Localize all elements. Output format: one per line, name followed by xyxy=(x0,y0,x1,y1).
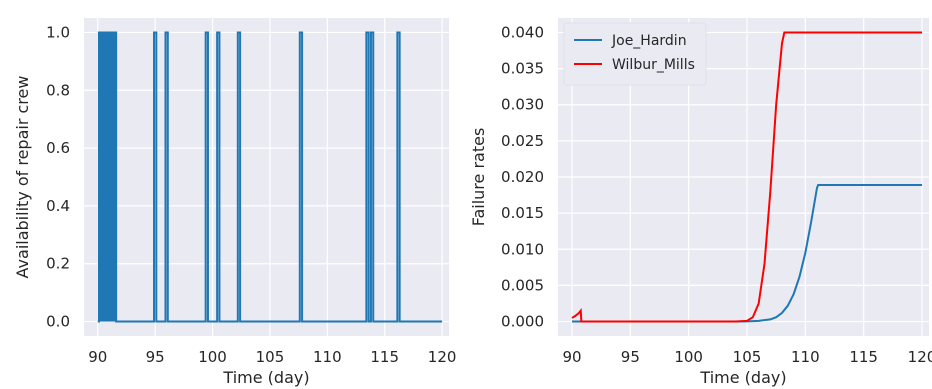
left-x-tick-label: 100 xyxy=(198,348,227,366)
right-y-tick-label: 0.000 xyxy=(501,313,544,331)
left-y-tick-label: 0.4 xyxy=(46,197,70,215)
right-legend-box xyxy=(563,22,707,86)
right-legend-label-wilbur-mills: Wilbur_Mills xyxy=(612,57,695,73)
right-y-tick-label: 0.010 xyxy=(501,240,544,258)
right-series-wilbur-mills-line xyxy=(571,31,922,323)
right-y-tick-label: 0.035 xyxy=(501,60,544,78)
left-x-tick-label: 95 xyxy=(146,348,165,366)
left-chart: 90 95 100 105 110 115 120 0.0 0.2 0.4 0.6 0.8 1.0 Tim… xyxy=(13,18,456,387)
left-y-tick-label: 0.8 xyxy=(46,81,70,99)
left-y-tick-label: 0.6 xyxy=(46,139,70,157)
left-x-tick-label: 115 xyxy=(370,348,399,366)
left-x-tick-label: 105 xyxy=(256,348,285,366)
right-x-tick-label: 95 xyxy=(621,348,640,366)
right-x-axis-label: Time (day) xyxy=(699,368,786,387)
right-x-tick-label: 90 xyxy=(562,348,581,366)
right-y-tick-label: 0.030 xyxy=(501,96,544,114)
right-x-tick-label: 105 xyxy=(733,348,762,366)
right-y-tick-label: 0.005 xyxy=(501,276,544,294)
left-y-tick-label: 0.0 xyxy=(46,313,70,331)
right-y-tick-label: 0.025 xyxy=(501,132,544,150)
left-y-axis-label: Availability of repair crew xyxy=(13,76,32,279)
right-y-axis-label: Failure rates xyxy=(469,128,488,227)
right-y-tick-label: 0.040 xyxy=(501,23,544,41)
right-y-tick-label: 0.015 xyxy=(501,204,544,222)
right-chart: 90 95 100 105 110 115 120 0.000 0.005 0.010 0.015 0… xyxy=(469,18,932,387)
left-dense-band xyxy=(98,32,117,322)
left-series-0-line xyxy=(97,31,443,323)
right-x-tick-label: 100 xyxy=(674,348,703,366)
left-x-axis-label: Time (day) xyxy=(222,368,309,387)
left-x-tick-label: 90 xyxy=(88,348,107,366)
left-y-tick-label: 1.0 xyxy=(46,23,70,41)
left-plot-area xyxy=(84,18,449,336)
right-x-tick-label: 110 xyxy=(791,348,820,366)
left-y-tick-label: 0.2 xyxy=(46,255,70,273)
right-y-tick-label: 0.020 xyxy=(501,168,544,186)
left-x-tick-label: 120 xyxy=(428,348,457,366)
right-legend: Joe_Hardin Wilbur_Mills xyxy=(563,22,707,86)
right-legend-label-joe-hardin: Joe_Hardin xyxy=(611,33,687,49)
right-x-tick-label: 115 xyxy=(849,348,878,366)
left-x-tick-label: 110 xyxy=(313,348,342,366)
right-x-tick-label: 120 xyxy=(908,348,932,366)
